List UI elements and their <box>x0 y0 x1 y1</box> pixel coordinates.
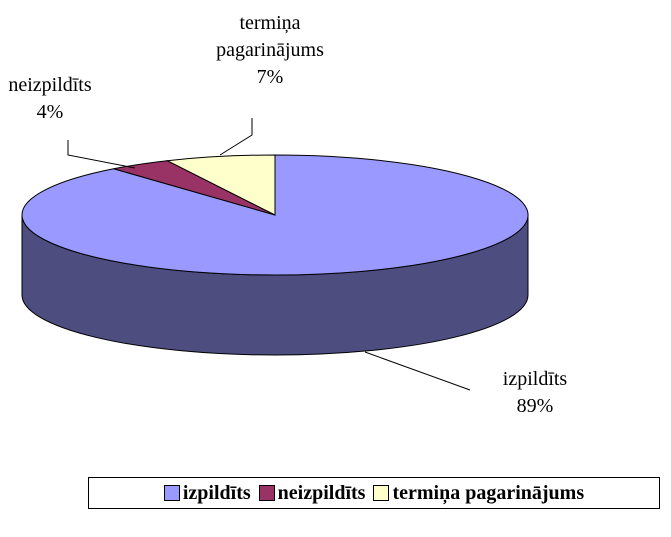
legend-swatch <box>258 485 275 501</box>
value-label: 4% <box>36 101 64 123</box>
category-label: izpildīts <box>502 368 568 390</box>
legend-swatch <box>163 485 180 501</box>
legend-item: termiņa pagarinājums <box>373 482 584 505</box>
leader-line <box>364 351 471 391</box>
category-label: neizpildīts <box>8 74 92 96</box>
slice <box>165 154 276 216</box>
legend-item: izpildīts <box>163 481 251 505</box>
data-label: izpildīts 89% <box>480 366 590 420</box>
legend-label: izpildīts <box>182 481 251 504</box>
data-label: termiņa pagarinājums 7% <box>185 10 355 91</box>
leader-line <box>219 118 253 156</box>
value-label: 89% <box>516 395 554 417</box>
data-label: neizpildīts 4% <box>0 72 100 126</box>
legend-label: neizpildīts <box>277 481 366 504</box>
category-label: termiņa pagarinājums <box>216 12 324 61</box>
legend-item: neizpildīts <box>258 481 366 505</box>
legend-label: termiņa pagarinājums <box>392 481 585 504</box>
legend: izpildīts neizpildīts termiņa pagarinājums <box>88 477 660 509</box>
legend-swatch <box>373 485 390 501</box>
value-label: 7% <box>256 66 284 88</box>
leader-line <box>67 140 136 169</box>
